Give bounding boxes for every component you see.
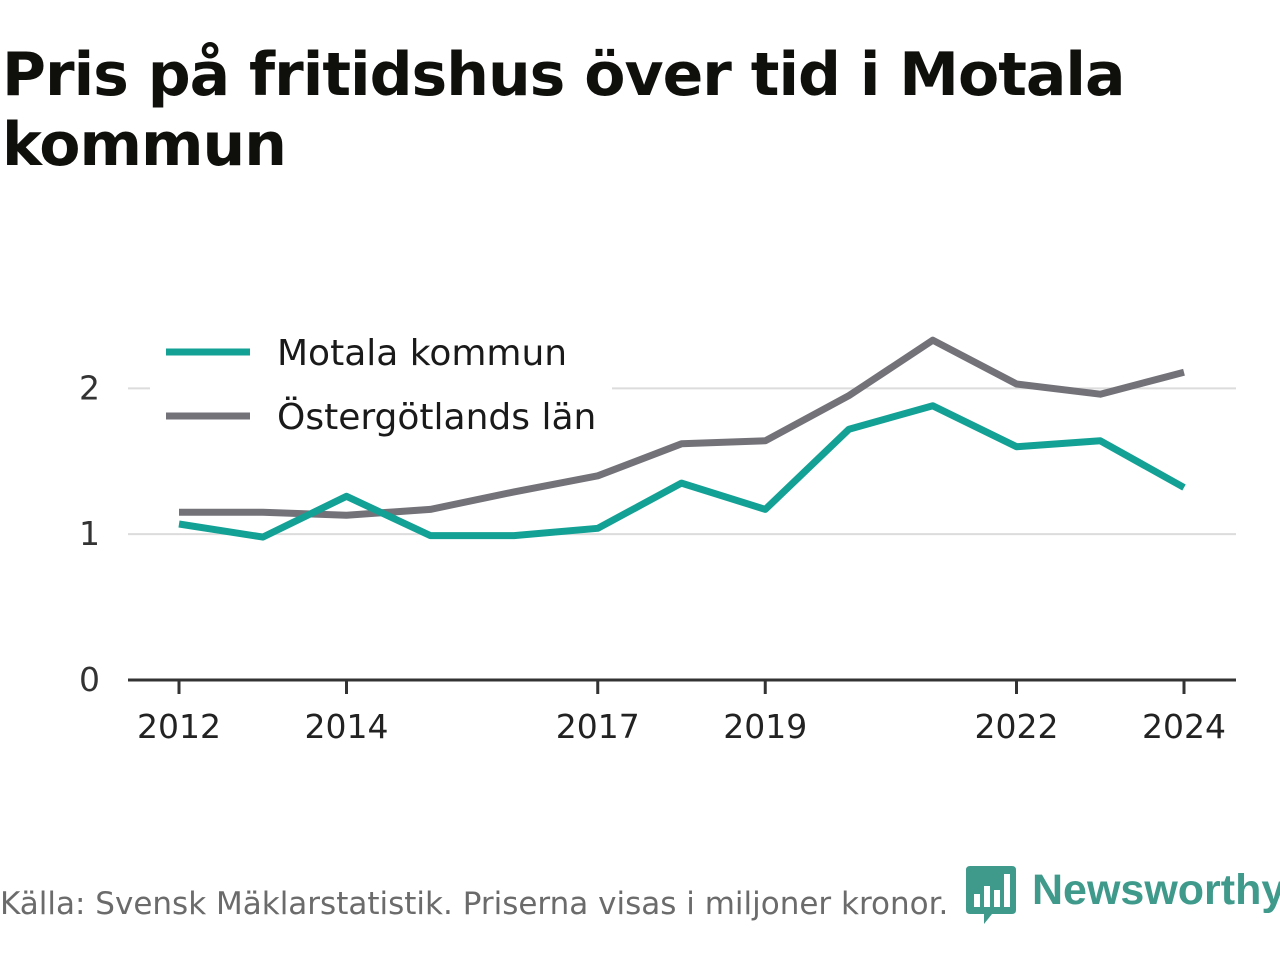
chart-bubble-icon [966, 866, 1016, 924]
series-lines [178, 336, 1186, 541]
x-axis [128, 678, 1236, 694]
x-axis-labels: 2012 2014 2017 2019 2022 2024 [137, 707, 1226, 746]
x-tick-label: 2014 [305, 707, 389, 746]
y-tick-label: 1 [79, 514, 100, 553]
x-tick-label: 2024 [1142, 707, 1226, 746]
brand-logo: Newsworthy [962, 862, 1280, 928]
legend-label: Motala kommun [277, 333, 567, 374]
y-axis-labels: 0 1 2 [79, 368, 100, 699]
legend-label: Östergötlands län [277, 396, 596, 438]
y-tick-label: 2 [79, 368, 100, 407]
chart-title: Pris på fritidshus över tid i Motala kom… [2, 40, 1125, 180]
x-tick-label: 2019 [723, 707, 807, 746]
x-tick-label: 2022 [975, 707, 1059, 746]
source-note: Källa: Svensk Mäklarstatistik. Priserna … [0, 886, 949, 922]
legend-background [150, 322, 612, 444]
y-tick-label: 0 [79, 660, 100, 699]
x-tick-label: 2012 [137, 707, 221, 746]
brand-name: Newsworthy [1032, 866, 1280, 914]
legend: Motala kommun Östergötlands län [150, 322, 612, 444]
x-tick-label: 2017 [556, 707, 640, 746]
